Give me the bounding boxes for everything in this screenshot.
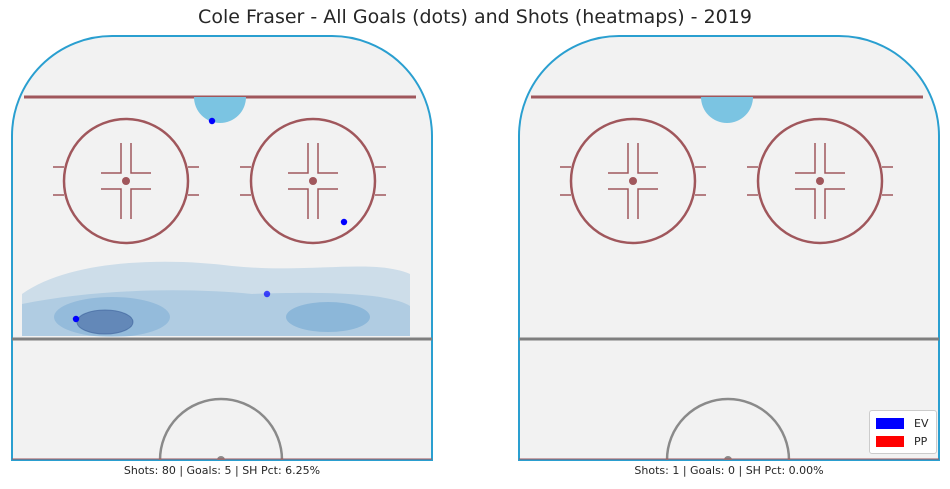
hash-marks-right-1 [560, 166, 706, 196]
legend-swatch-ev [876, 417, 904, 429]
caption-left: Shots: 80 | Goals: 5 | SH Pct: 6.25% [123, 464, 321, 477]
heatmap-level-5 [76, 309, 134, 335]
shot-heatmap [22, 261, 410, 337]
faceoff-dot-left-1 [122, 177, 130, 185]
rink-panel-left [11, 35, 433, 461]
faceoff-cross-left-1 [101, 143, 151, 219]
legend-label-pp: PP [914, 434, 928, 448]
hash-marks-left-2 [240, 166, 386, 196]
goal-dot [340, 218, 348, 226]
legend-label-ev: EV [914, 416, 929, 430]
faceoff-circle-left-2 [249, 117, 377, 245]
rink-left-svg [11, 35, 433, 461]
legend-entry-pp: PP [876, 434, 927, 448]
rink-boards-left [11, 35, 433, 461]
faceoff-cross-left-2 [288, 143, 338, 219]
rink-boards-right [518, 35, 940, 461]
goal-dot [208, 117, 216, 125]
faceoff-cross-right-2 [795, 143, 845, 219]
faceoff-cross-right-1 [608, 143, 658, 219]
goal-crease-left [194, 97, 246, 123]
faceoff-dot-right-1 [629, 177, 637, 185]
rink-right-svg [518, 35, 940, 461]
legend: EV PP [869, 410, 937, 454]
goal-crease-right [701, 97, 753, 123]
caption-right: Shots: 1 | Goals: 0 | SH Pct: 0.00% [634, 464, 824, 477]
center-circle-right [665, 397, 791, 461]
hash-marks-right-2 [747, 166, 893, 196]
goal-dot [263, 290, 271, 298]
faceoff-dot-right-2 [816, 177, 824, 185]
legend-swatch-pp [876, 435, 904, 447]
faceoff-dot-left-2 [309, 177, 317, 185]
rink-panel-right [518, 35, 940, 461]
faceoff-circle-right-2 [756, 117, 884, 245]
chart-title: Cole Fraser - All Goals (dots) and Shots… [198, 6, 752, 28]
legend-entry-ev: EV [876, 416, 928, 430]
center-circle-left [158, 397, 284, 461]
faceoff-circle-right-1 [569, 117, 697, 245]
faceoff-circle-left-1 [62, 117, 190, 245]
goal-dot [72, 315, 80, 323]
heatmap-level-4 [286, 302, 370, 332]
hash-marks-left-1 [53, 166, 199, 196]
